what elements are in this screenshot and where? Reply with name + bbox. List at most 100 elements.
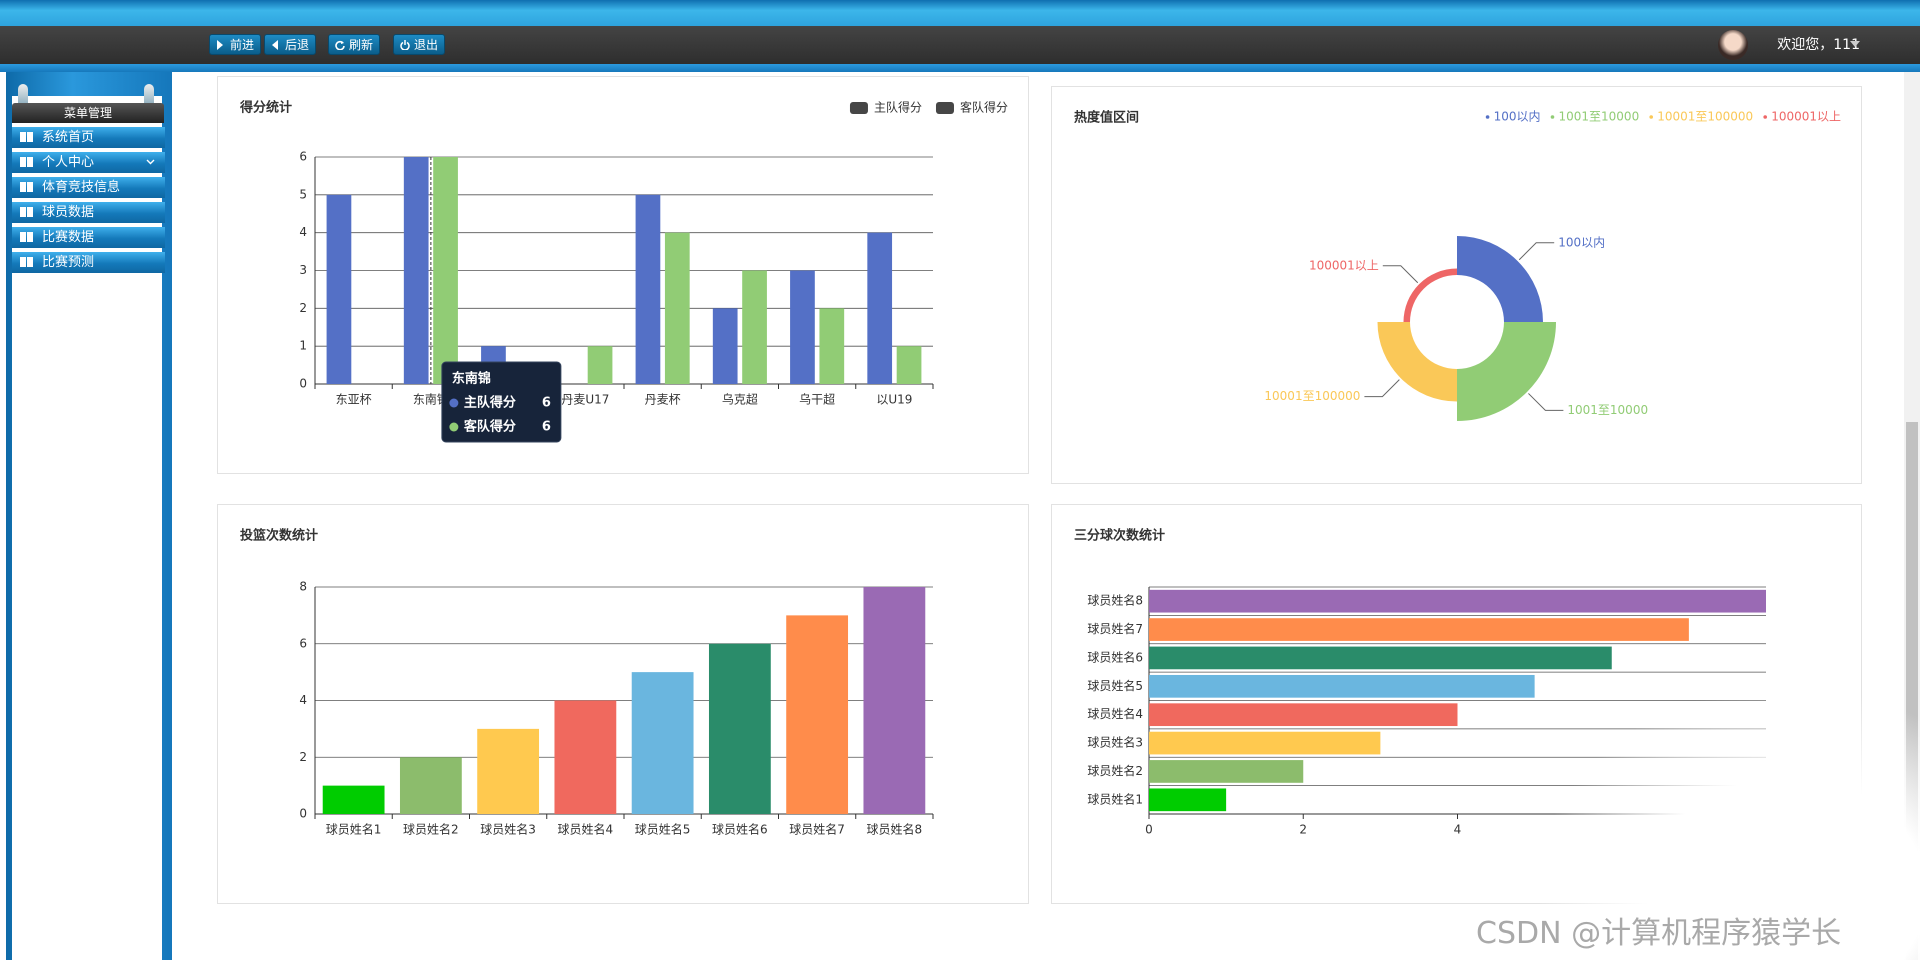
bar [742,270,767,384]
slice-label: 100001以上 [1309,258,1379,272]
menu-title-text: 菜单管理 [63,106,112,120]
menu-item[interactable]: 球员数据 [12,201,165,223]
bar [1149,646,1612,670]
menu-item-label: 个人中心 [42,154,95,170]
x-tick-label: 球员姓名3 [480,822,536,837]
legend-icon [1485,115,1490,119]
menu-item-label: 比赛数据 [42,229,95,245]
y-tick-label: 3 [299,263,307,277]
bar [1149,589,1766,613]
x-tick-label: 球员姓名7 [789,822,845,837]
forward-button[interactable]: 前进 [209,34,262,55]
slice-label: 1001至10000 [1567,403,1648,417]
y-tick-label: 球员姓名4 [1087,706,1143,721]
welcome-text[interactable]: 欢迎您，111 [1777,37,1860,53]
logout-button[interactable]: 退出 [393,34,446,55]
button-label: 刷新 [349,38,374,52]
tooltip-name: 客队得分 [464,419,516,435]
bar [399,757,462,814]
tooltip-value: 6 [542,420,551,435]
bar [403,157,429,384]
y-tick-label: 6 [299,636,307,650]
chart-panel: 投篮次数统计 0 2 4 6 8 球员姓名1 球员姓名2 球员姓名3 球员姓名4 球员姓名5 球员姓名… [217,504,1029,904]
bar [635,194,661,384]
y-tick-label: 球员姓名2 [1087,763,1143,778]
y-tick-label: 2 [299,301,307,315]
legend-label: 1001至10000 [1558,110,1639,124]
menu-item[interactable]: 个人中心 [12,151,165,173]
x-tick-label: 球员姓名5 [635,822,691,837]
tooltip-value: 6 [542,396,551,411]
tooltip-dot [449,398,459,408]
label-line [1364,379,1400,398]
chart: 投篮次数统计 0 2 4 6 8 球员姓名1 球员姓名2 球员姓名3 球员姓名4 球员姓名5 球员姓名… [240,528,934,837]
button-label: 退出 [414,38,439,52]
legend-icon [1550,115,1555,119]
bar [1149,703,1458,727]
y-tick-label: 4 [299,693,307,707]
bar [631,672,694,814]
y-tick-label: 球员姓名6 [1087,649,1143,664]
legend-label: 客队得分 [960,100,1008,115]
legend-label: 主队得分 [874,100,922,115]
bar [896,346,922,384]
x-tick-label: 以U19 [876,393,912,407]
legend-icon [935,102,954,114]
slice [1457,236,1543,322]
avatar[interactable] [1718,30,1748,60]
menu-item[interactable]: 系统首页 [12,127,165,148]
y-tick-label: 4 [299,225,307,239]
watermark-fog [1540,690,1920,960]
x-tick-label: 0 [1145,823,1153,837]
tooltip-title: 东南锦 [452,371,491,387]
tooltip-name: 主队得分 [464,395,516,411]
menu-item[interactable]: 体育竞技信息 [12,176,165,198]
legend-label: 10001至100000 [1657,110,1753,124]
y-tick-label: 球员姓名7 [1087,621,1143,636]
chart-title: 热度值区间 [1074,110,1139,126]
x-tick-label: 球员姓名2 [403,822,459,837]
bar [433,157,458,384]
menu-item-label: 体育竞技信息 [42,179,121,195]
y-tick-label: 1 [299,339,307,353]
refresh-button[interactable]: 刷新 [328,34,381,55]
legend-label: 100001以上 [1771,110,1841,124]
menu-item-label: 球员数据 [42,204,95,220]
back-button[interactable]: 后退 [264,34,317,55]
y-tick-label: 2 [299,750,307,764]
menu-item[interactable]: 比赛数据 [12,226,165,248]
y-tick-label: 6 [299,150,307,164]
dropdown-caret[interactable] [1850,41,1860,47]
bar [863,587,926,814]
x-tick-label: 球员姓名8 [867,822,923,837]
chart-panel: 三分球次数统计 0 2 4 球员姓名1 球员姓名2 球员姓名3 球员姓名4 球员姓名5 球员姓名6… [1051,504,1862,904]
bar [1149,674,1535,698]
x-tick-label: 4 [1454,823,1462,837]
bar [790,270,815,384]
top-band [0,0,1920,26]
tooltip-box [441,361,562,443]
legend-label: 100以内 [1494,110,1541,124]
label-line [1382,265,1419,284]
x-tick-label: 乌克超 [722,392,758,407]
bar [322,785,385,814]
watermark: CSDN @计算机程序猿学长 [1476,916,1842,951]
button-label: 前进 [230,38,255,52]
label-line [1528,393,1564,411]
y-tick-label: 0 [299,807,307,821]
sidebar-body [12,96,162,960]
bar [1149,760,1304,783]
pin [18,84,28,106]
slice [1377,322,1457,402]
menu-item[interactable]: 比赛预测 [12,251,165,273]
y-tick-label: 球员姓名5 [1087,678,1143,693]
y-tick-label: 8 [299,580,307,594]
x-tick-label: 2 [1299,823,1307,837]
bar [708,643,771,814]
pin [144,84,154,106]
x-tick-label: 丹麦杯 [645,393,681,407]
nav-bar: 前进 后退 刷新 退出 欢迎您，111 [0,26,1920,64]
menu-title: 菜单管理 [12,103,164,123]
